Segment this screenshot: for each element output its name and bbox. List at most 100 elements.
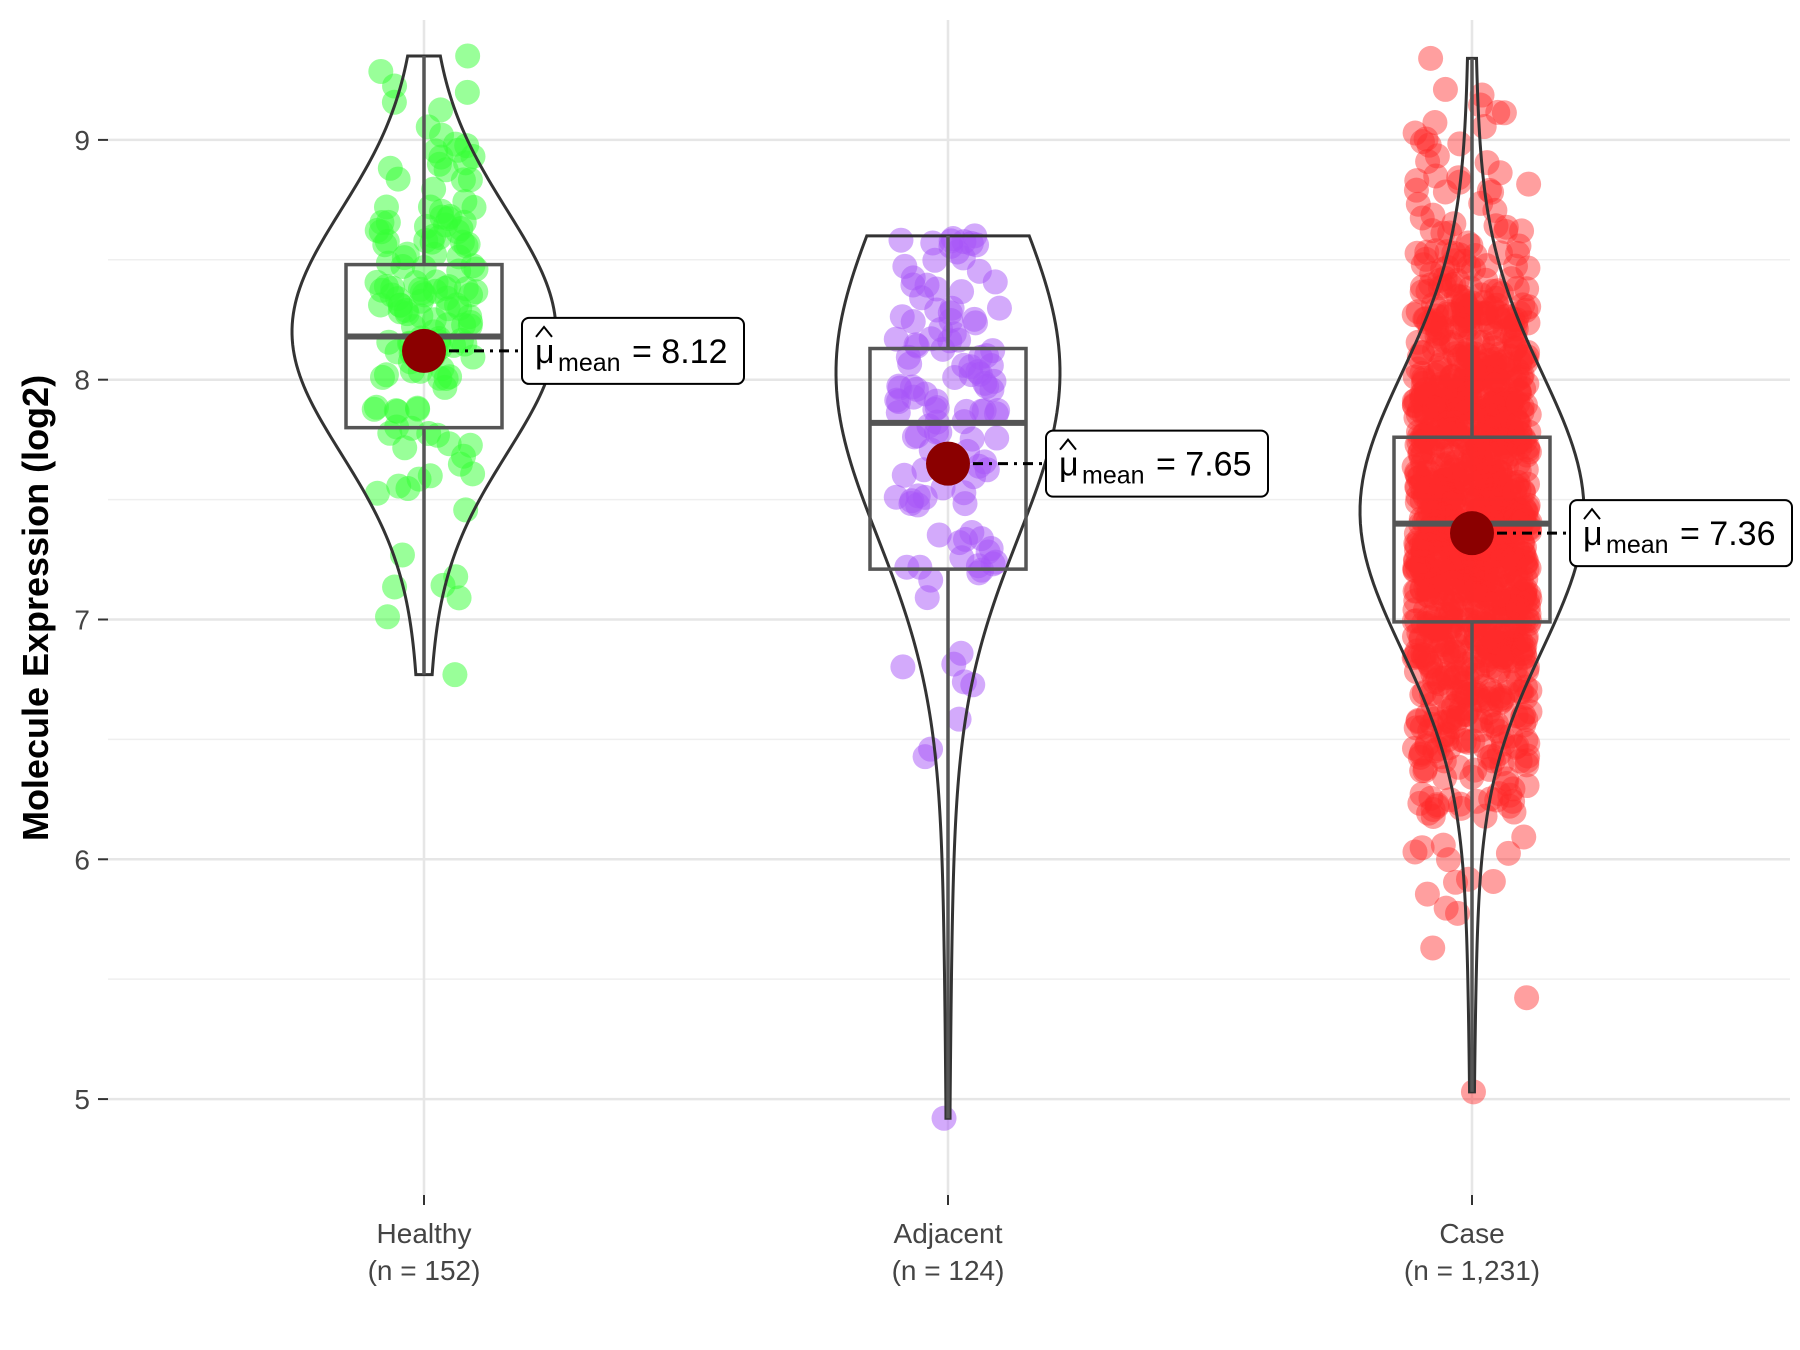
data-point <box>1513 566 1539 592</box>
data-point <box>1418 654 1444 680</box>
data-point <box>1506 497 1532 523</box>
data-point <box>1415 582 1441 608</box>
data-point <box>1409 386 1435 412</box>
data-point <box>1481 403 1507 429</box>
data-point <box>1472 458 1498 484</box>
data-point <box>1497 567 1523 593</box>
data-point <box>1420 439 1446 465</box>
data-point <box>442 662 468 688</box>
data-point <box>1456 375 1482 401</box>
data-point <box>1467 92 1493 118</box>
data-point <box>1512 428 1538 454</box>
data-point <box>1512 545 1538 571</box>
data-point <box>1501 799 1527 825</box>
mean-hat <box>1059 438 1077 451</box>
data-point <box>1513 498 1539 524</box>
data-point <box>436 431 462 457</box>
data-point <box>1425 470 1451 496</box>
data-point <box>1474 150 1500 176</box>
data-point <box>1514 606 1540 632</box>
data-point <box>1468 358 1494 384</box>
violin-outline <box>1358 56 1586 1094</box>
data-point <box>1450 284 1476 310</box>
data-point <box>1411 562 1437 588</box>
data-point <box>1424 667 1450 693</box>
data-point <box>1442 644 1468 670</box>
data-point <box>1420 202 1446 228</box>
data-point <box>1492 439 1518 465</box>
data-point <box>1416 613 1442 639</box>
data-point <box>455 43 481 69</box>
data-point <box>1410 538 1436 564</box>
data-point <box>1441 271 1467 297</box>
data-point <box>1426 522 1452 548</box>
data-point <box>1404 459 1430 485</box>
data-point <box>454 79 480 105</box>
data-point <box>1439 590 1465 616</box>
data-point <box>972 449 998 475</box>
data-point <box>1428 376 1454 402</box>
data-point <box>1455 866 1481 892</box>
data-point <box>1500 648 1526 674</box>
data-point <box>1469 82 1495 108</box>
data-point <box>1420 803 1446 829</box>
data-point <box>1477 435 1503 461</box>
data-point <box>1481 460 1507 486</box>
data-point <box>1422 374 1448 400</box>
data-point <box>1413 246 1439 272</box>
data-point <box>1469 365 1495 391</box>
data-point <box>1419 492 1445 518</box>
data-point <box>1455 622 1481 648</box>
data-point <box>1405 356 1431 382</box>
iqr-box <box>1392 435 1552 624</box>
data-point <box>1468 383 1494 409</box>
data-point <box>1422 403 1448 429</box>
mean-label-box <box>1045 429 1269 498</box>
data-point <box>1430 709 1456 735</box>
data-point <box>1462 577 1488 603</box>
data-point <box>1497 669 1523 695</box>
data-point <box>1483 388 1509 414</box>
data-point <box>1472 560 1498 586</box>
data-point <box>1418 652 1444 678</box>
data-point <box>1503 335 1529 361</box>
data-point <box>1401 624 1427 650</box>
data-point <box>1439 580 1465 606</box>
data-point <box>1483 494 1509 520</box>
data-point <box>1476 406 1502 432</box>
data-point <box>1497 507 1523 533</box>
data-point <box>1490 622 1516 648</box>
data-point <box>1516 582 1542 608</box>
data-point <box>1503 562 1529 588</box>
data-point <box>1410 380 1436 406</box>
data-point <box>375 604 401 630</box>
data-point <box>1478 483 1504 509</box>
data-point <box>1426 537 1452 563</box>
data-point <box>1455 298 1481 324</box>
data-point <box>1503 627 1529 653</box>
data-point <box>1468 473 1494 499</box>
data-point <box>1497 343 1523 369</box>
data-point <box>1486 640 1512 666</box>
data-point <box>1455 305 1481 331</box>
data-point <box>1445 391 1471 417</box>
data-point <box>1412 556 1438 582</box>
data-point <box>1513 500 1539 526</box>
data-point <box>1497 386 1523 412</box>
data-point <box>1444 267 1470 293</box>
x-category-label: Healthy <box>377 1218 472 1249</box>
data-point <box>1440 363 1466 389</box>
data-point <box>1485 485 1511 511</box>
data-point <box>1432 76 1458 102</box>
data-point <box>1505 567 1531 593</box>
data-point <box>1485 300 1511 326</box>
data-point <box>1439 570 1465 596</box>
data-point <box>1441 693 1467 719</box>
data-point <box>1441 592 1467 618</box>
data-point <box>1512 643 1538 669</box>
data-point <box>1514 658 1540 684</box>
data-point <box>1477 354 1503 380</box>
data-point <box>1426 321 1452 347</box>
data-point <box>1439 647 1465 673</box>
data-point <box>1476 415 1502 441</box>
